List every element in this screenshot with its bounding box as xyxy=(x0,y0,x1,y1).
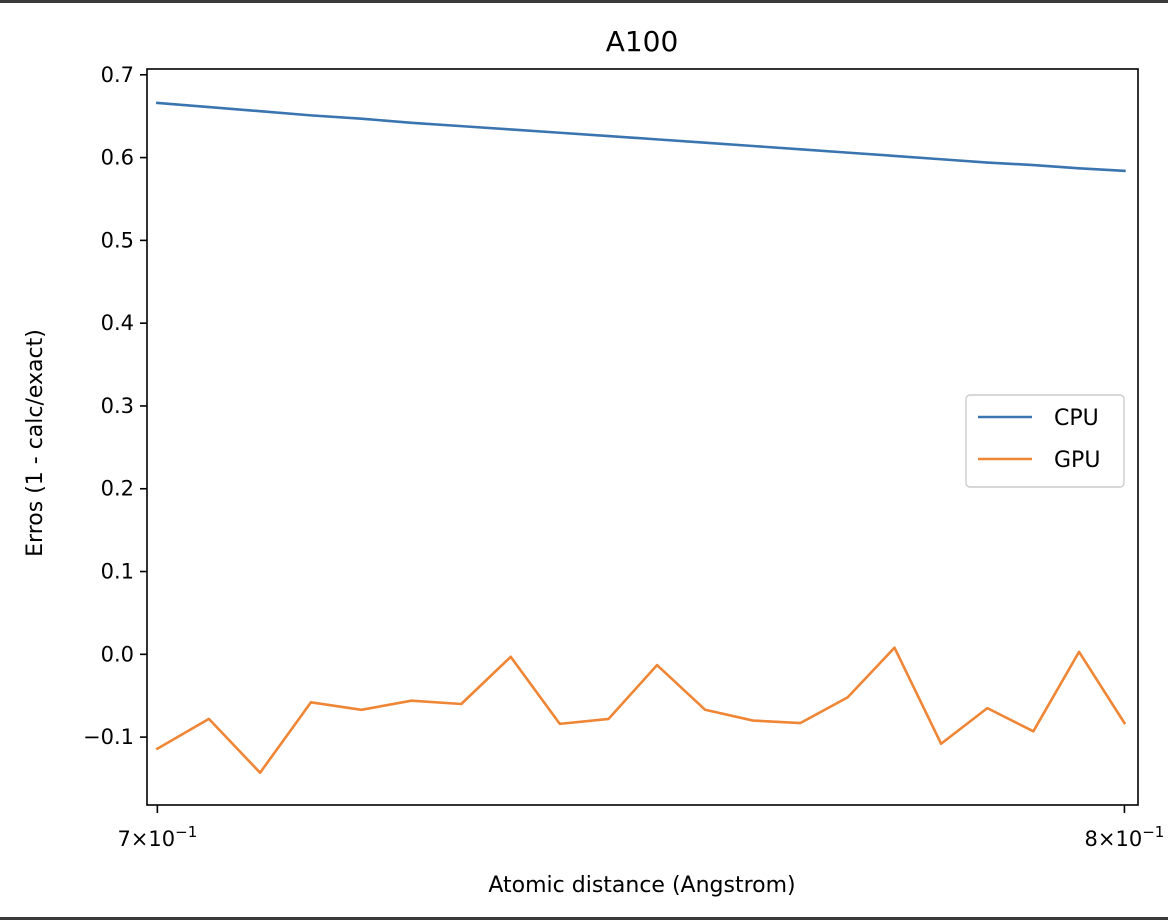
legend: CPU GPU xyxy=(965,394,1125,488)
plot-area: −0.1 0.0 0.1 0.2 0.3 0.4 0.5 0.6 0.7 7×10−1 8×10−1 xyxy=(83,63,1164,851)
x-tick-label: 7×10−1 xyxy=(117,823,197,851)
legend-label-cpu: CPU xyxy=(1054,406,1099,431)
line-chart: A100 −0.1 0.0 0.1 0.2 0.3 0.4 0.5 0.6 0.7 7×10−1 8… xyxy=(23,25,1164,898)
y-tick-label: 0.0 xyxy=(101,642,134,666)
chart-title: A100 xyxy=(606,25,679,58)
y-tick-label: 0.3 xyxy=(101,394,134,418)
y-tick-label: 0.4 xyxy=(101,311,134,335)
legend-box xyxy=(965,394,1125,488)
y-tick-label: 0.2 xyxy=(101,477,134,501)
y-axis-label: Erros (1 - calc/exact) xyxy=(23,329,48,557)
x-axis-label: Atomic distance (Angstrom) xyxy=(488,873,795,898)
series-line-gpu xyxy=(155,646,1127,775)
y-tick-label: −0.1 xyxy=(83,725,134,749)
x-tick-label: 8×10−1 xyxy=(1085,823,1165,851)
y-tick-label: 0.1 xyxy=(101,560,134,584)
legend-label-gpu: GPU xyxy=(1054,448,1100,473)
plot-frame xyxy=(146,68,1139,806)
y-tick-label: 0.7 xyxy=(101,63,134,87)
series-line-cpu xyxy=(155,101,1126,173)
y-tick-label: 0.5 xyxy=(101,228,134,252)
y-tick-label: 0.6 xyxy=(101,146,134,170)
